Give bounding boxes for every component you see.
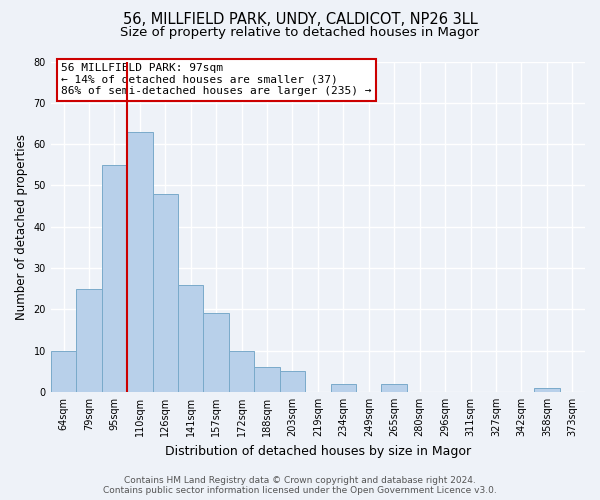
Bar <box>178 284 203 392</box>
Text: Size of property relative to detached houses in Magor: Size of property relative to detached ho… <box>121 26 479 39</box>
Text: 56, MILLFIELD PARK, UNDY, CALDICOT, NP26 3LL: 56, MILLFIELD PARK, UNDY, CALDICOT, NP26… <box>122 12 478 28</box>
X-axis label: Distribution of detached houses by size in Magor: Distribution of detached houses by size … <box>165 444 471 458</box>
Bar <box>254 367 280 392</box>
Bar <box>127 132 152 392</box>
Bar <box>152 194 178 392</box>
Bar <box>76 288 101 392</box>
Bar <box>280 372 305 392</box>
Bar <box>534 388 560 392</box>
Bar <box>203 314 229 392</box>
Bar <box>51 350 76 392</box>
Text: Contains HM Land Registry data © Crown copyright and database right 2024.
Contai: Contains HM Land Registry data © Crown c… <box>103 476 497 495</box>
Text: 56 MILLFIELD PARK: 97sqm
← 14% of detached houses are smaller (37)
86% of semi-d: 56 MILLFIELD PARK: 97sqm ← 14% of detach… <box>61 63 372 96</box>
Y-axis label: Number of detached properties: Number of detached properties <box>15 134 28 320</box>
Bar <box>101 165 127 392</box>
Bar <box>229 350 254 392</box>
Bar <box>382 384 407 392</box>
Bar <box>331 384 356 392</box>
